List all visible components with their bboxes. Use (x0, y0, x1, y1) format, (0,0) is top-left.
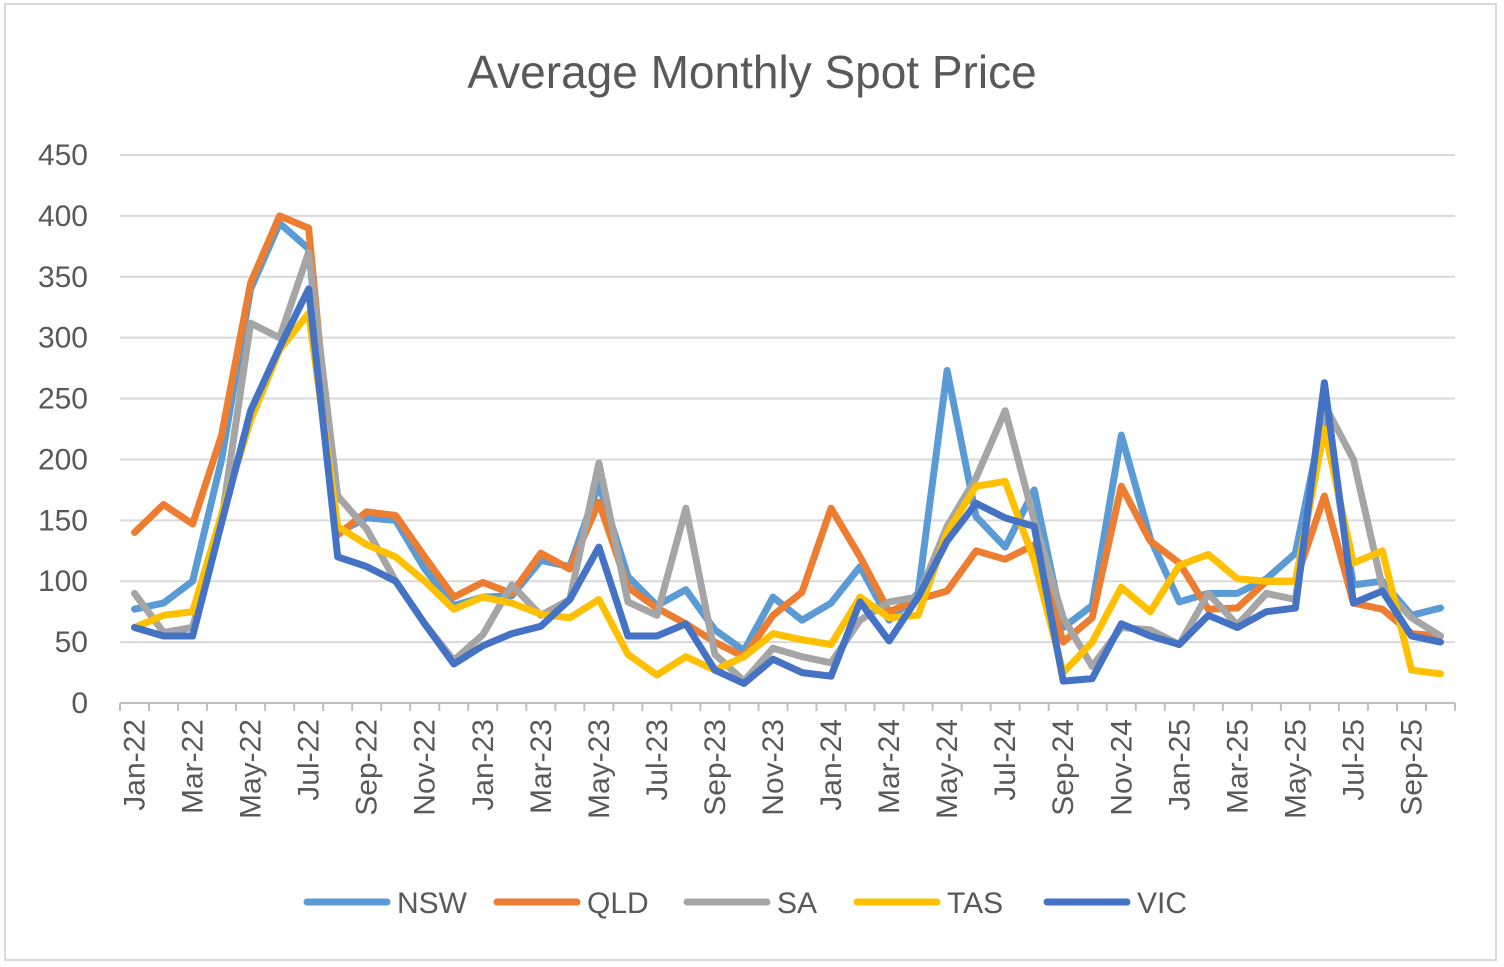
series-lines (131, 212, 1444, 687)
legend-label-nsw: NSW (397, 887, 468, 920)
x-tick-label: May-24 (931, 719, 964, 819)
series-line-sa (131, 248, 1444, 685)
legend: NSW QLD SA TAS VIC (303, 887, 1187, 920)
x-tick-label: Jul-23 (641, 719, 674, 801)
y-tick-label: 400 (38, 200, 88, 233)
x-tick-label: Jul-22 (293, 719, 326, 801)
legend-label-tas: TAS (947, 887, 1003, 920)
gridlines (120, 154, 1455, 644)
x-tick-label: May-25 (1279, 719, 1312, 819)
x-tick-label: Jul-25 (1337, 719, 1370, 801)
legend-label-qld: QLD (587, 887, 649, 920)
series-line-tas (131, 309, 1444, 679)
chart-frame (4, 3, 1497, 961)
chart-title: Average Monthly Spot Price (467, 46, 1036, 98)
x-tick-label: Jan-24 (815, 719, 848, 811)
x-tick-label: Mar-25 (1221, 719, 1254, 814)
x-tick-label: Sep-24 (1047, 719, 1080, 816)
x-tick-label: Sep-22 (351, 719, 384, 816)
x-tick-label: Jan-22 (119, 719, 152, 811)
x-tick-label: Mar-24 (873, 719, 906, 814)
x-tick-label: May-23 (583, 719, 616, 819)
x-tick-label: Jul-24 (989, 719, 1022, 801)
x-tick-label: Jan-25 (1163, 719, 1196, 811)
y-tick-label: 200 (38, 443, 88, 476)
y-tick-label: 450 (38, 139, 88, 172)
x-tick-label: Mar-22 (177, 719, 210, 814)
x-tick-label: May-22 (235, 719, 268, 819)
y-tick-label: 50 (55, 626, 88, 659)
x-tick-label: Nov-23 (757, 719, 790, 816)
y-tick-label: 100 (38, 565, 88, 598)
x-tick-label: Mar-23 (525, 719, 558, 814)
x-tick-label: Jan-23 (467, 719, 500, 811)
x-tick-label: Nov-22 (409, 719, 442, 816)
axes: 0 50 100 150 200 250 300 350 400 450 Jan-22 Mar-22 M… (38, 139, 1456, 819)
y-tick-label: 300 (38, 322, 88, 355)
x-tick-label: Sep-25 (1395, 719, 1428, 816)
y-tick-label: 250 (38, 383, 88, 416)
series-line-vic (131, 285, 1444, 687)
y-tick-label: 150 (38, 504, 88, 537)
y-tick-label: 350 (38, 261, 88, 294)
legend-label-sa: SA (777, 887, 817, 920)
y-tick-label: 0 (71, 687, 88, 720)
x-tick-label: Nov-24 (1105, 719, 1138, 816)
x-tick-label: Sep-23 (699, 719, 732, 816)
legend-label-vic: VIC (1137, 887, 1187, 920)
